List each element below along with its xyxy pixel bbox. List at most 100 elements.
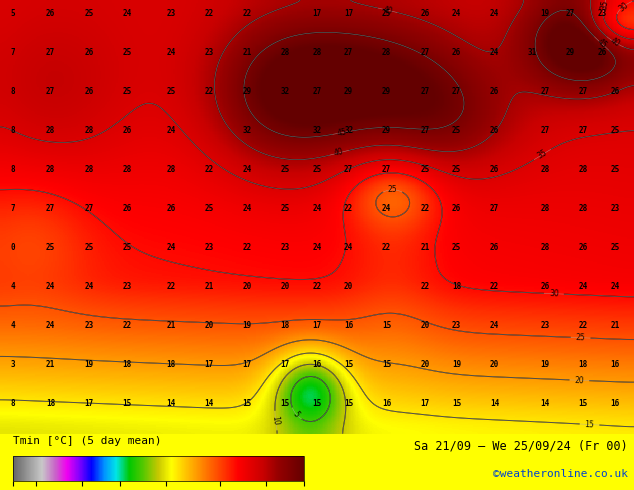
- Text: 24: 24: [46, 282, 55, 291]
- Text: 19: 19: [541, 360, 550, 369]
- Text: 25: 25: [452, 125, 461, 135]
- Text: 27: 27: [344, 165, 353, 173]
- Text: 27: 27: [46, 204, 55, 213]
- Text: 24: 24: [452, 8, 461, 18]
- Text: 24: 24: [611, 282, 619, 291]
- Text: 20: 20: [205, 321, 214, 330]
- Text: 40: 40: [333, 147, 345, 158]
- Text: 22: 22: [420, 204, 429, 213]
- Text: 25: 25: [84, 243, 93, 252]
- Text: 15: 15: [382, 321, 391, 330]
- Text: 29: 29: [566, 48, 575, 56]
- Text: 26: 26: [84, 87, 93, 96]
- Text: 16: 16: [611, 360, 619, 369]
- Text: 17: 17: [281, 360, 290, 369]
- Text: 24: 24: [313, 243, 321, 252]
- Text: 20: 20: [574, 376, 585, 385]
- Text: 24: 24: [344, 243, 353, 252]
- Text: 27: 27: [541, 125, 550, 135]
- Text: 24: 24: [167, 48, 176, 56]
- Text: 26: 26: [490, 87, 499, 96]
- Text: 24: 24: [243, 204, 252, 213]
- Text: 21: 21: [243, 48, 252, 56]
- Text: 23: 23: [205, 243, 214, 252]
- Text: 20: 20: [420, 321, 429, 330]
- Text: 29: 29: [243, 87, 252, 96]
- Text: 24: 24: [490, 48, 499, 56]
- Text: 8: 8: [10, 399, 15, 408]
- Text: 28: 28: [541, 243, 550, 252]
- Text: 22: 22: [420, 282, 429, 291]
- Text: 25: 25: [167, 87, 176, 96]
- Text: 32: 32: [313, 125, 321, 135]
- Text: 28: 28: [579, 165, 588, 173]
- Text: 17: 17: [344, 8, 353, 18]
- Text: 21: 21: [420, 243, 429, 252]
- Text: 18: 18: [579, 360, 588, 369]
- Text: 30: 30: [549, 289, 559, 298]
- Text: 27: 27: [452, 87, 461, 96]
- Text: 24: 24: [490, 321, 499, 330]
- Text: 17: 17: [205, 360, 214, 369]
- Text: 23: 23: [84, 321, 93, 330]
- Text: 24: 24: [46, 321, 55, 330]
- Text: 28: 28: [84, 125, 93, 135]
- Text: 25: 25: [611, 165, 619, 173]
- Text: 14: 14: [490, 399, 499, 408]
- Text: 23: 23: [611, 204, 619, 213]
- Text: 15: 15: [122, 399, 131, 408]
- Text: 22: 22: [122, 321, 131, 330]
- Text: 7: 7: [10, 48, 15, 56]
- Text: 25: 25: [281, 204, 290, 213]
- Text: 23: 23: [167, 8, 176, 18]
- Text: 24: 24: [243, 165, 252, 173]
- Text: 15: 15: [452, 399, 461, 408]
- Text: 22: 22: [313, 282, 321, 291]
- Text: 25: 25: [611, 125, 619, 135]
- Text: 22: 22: [243, 8, 252, 18]
- Text: 25: 25: [452, 165, 461, 173]
- Text: 21: 21: [205, 282, 214, 291]
- Text: 27: 27: [420, 48, 429, 56]
- Text: 18: 18: [122, 360, 131, 369]
- Text: 19: 19: [452, 360, 461, 369]
- Text: 21: 21: [611, 321, 619, 330]
- Text: 17: 17: [243, 360, 252, 369]
- Text: 16: 16: [344, 321, 353, 330]
- Text: 27: 27: [46, 87, 55, 96]
- Text: 20: 20: [490, 360, 499, 369]
- Text: 28: 28: [313, 48, 321, 56]
- Text: 25: 25: [122, 48, 131, 56]
- Text: 27: 27: [46, 48, 55, 56]
- Text: 40: 40: [609, 36, 621, 49]
- Text: 23: 23: [452, 321, 461, 330]
- Text: 15: 15: [243, 399, 252, 408]
- Text: 4: 4: [10, 321, 15, 330]
- Text: 45: 45: [337, 127, 348, 138]
- Text: 15: 15: [344, 399, 353, 408]
- Text: 26: 26: [541, 282, 550, 291]
- Text: 24: 24: [382, 204, 391, 213]
- Text: 14: 14: [167, 399, 176, 408]
- Text: 14: 14: [205, 399, 214, 408]
- Text: 19: 19: [84, 360, 93, 369]
- Text: 24: 24: [84, 282, 93, 291]
- Text: 27: 27: [490, 204, 499, 213]
- Text: 3: 3: [10, 360, 15, 369]
- Text: 26: 26: [167, 204, 176, 213]
- Text: 28: 28: [579, 204, 588, 213]
- Text: 22: 22: [382, 243, 391, 252]
- Text: 15: 15: [579, 399, 588, 408]
- Text: 35: 35: [600, 0, 610, 10]
- Text: 27: 27: [382, 165, 391, 173]
- Text: 24: 24: [490, 8, 499, 18]
- Text: 32: 32: [243, 125, 252, 135]
- Text: 28: 28: [122, 165, 131, 173]
- Text: 26: 26: [84, 48, 93, 56]
- Text: 23: 23: [541, 321, 550, 330]
- Text: 19: 19: [541, 8, 550, 18]
- Text: 40: 40: [382, 5, 393, 16]
- Text: 32: 32: [281, 87, 290, 96]
- Text: 8: 8: [10, 125, 15, 135]
- Text: 27: 27: [344, 48, 353, 56]
